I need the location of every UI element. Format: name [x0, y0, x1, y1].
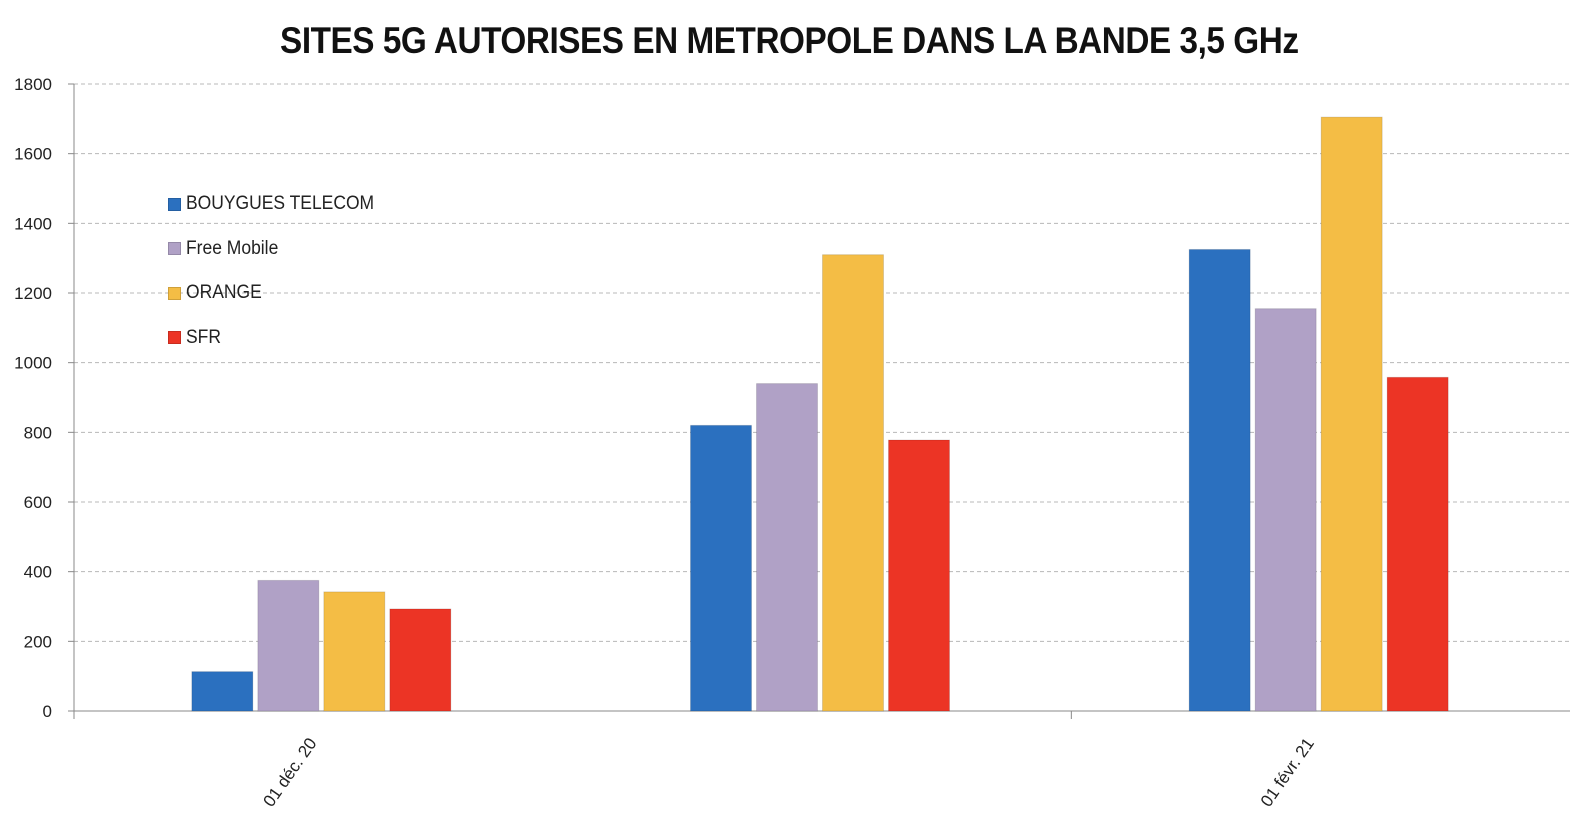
x-tick-label: 01 févr. 21: [1257, 734, 1318, 810]
y-tick-label: 400: [24, 563, 52, 582]
x-tick-label: 01 déc. 20: [260, 734, 321, 810]
legend-swatch: [168, 331, 181, 344]
gridlines: [74, 83, 1570, 642]
axes: [68, 83, 1570, 719]
bar-free-mobile-2: [1254, 308, 1317, 712]
legend-swatch: [168, 197, 181, 211]
bar-sfr-2: [1386, 376, 1449, 712]
bar-sfr-1: [888, 439, 950, 712]
bar-orange-2: [1320, 116, 1383, 712]
legend-label: ORANGE: [186, 282, 262, 303]
legend-item: SFR: [168, 327, 390, 349]
legend-swatch: [168, 242, 181, 255]
chart-title: SITES 5G AUTORISES EN METROPOLE DANS LA …: [280, 20, 1299, 61]
y-tick-label: 600: [24, 493, 52, 512]
legend-item: BOUYGUES TELECOM: [168, 193, 390, 215]
bar-orange-0: [323, 591, 386, 712]
bars: [191, 116, 1449, 712]
legend-swatch: [168, 286, 181, 300]
y-tick-label: 1800: [14, 75, 52, 94]
legend-item: Free Mobile: [168, 238, 390, 260]
bar-bouygues-telecom-2: [1188, 248, 1251, 712]
bar-sfr-0: [389, 608, 452, 712]
bar-bouygues-telecom-1: [690, 424, 752, 712]
y-tick-label: 800: [24, 423, 52, 442]
y-tick-label: 0: [43, 702, 52, 721]
y-tick-label: 1000: [14, 354, 52, 373]
y-tick-label: 1600: [14, 145, 52, 164]
legend-label: Free Mobile: [186, 237, 279, 259]
bar-bouygues-telecom-0: [191, 671, 254, 712]
legend-label: BOUYGUES TELECOM: [186, 193, 375, 214]
legend-item: ORANGE: [168, 282, 390, 304]
y-tick-label: 200: [24, 632, 52, 651]
y-tick-label: 1400: [14, 214, 52, 233]
bar-orange-1: [822, 254, 884, 712]
bar-free-mobile-0: [257, 579, 320, 712]
y-tick-label: 1200: [14, 284, 52, 303]
legend: BOUYGUES TELECOM Free Mobile ORANGE SFR: [168, 193, 390, 371]
bar-free-mobile-1: [756, 383, 818, 712]
legend-label: SFR: [186, 326, 221, 348]
